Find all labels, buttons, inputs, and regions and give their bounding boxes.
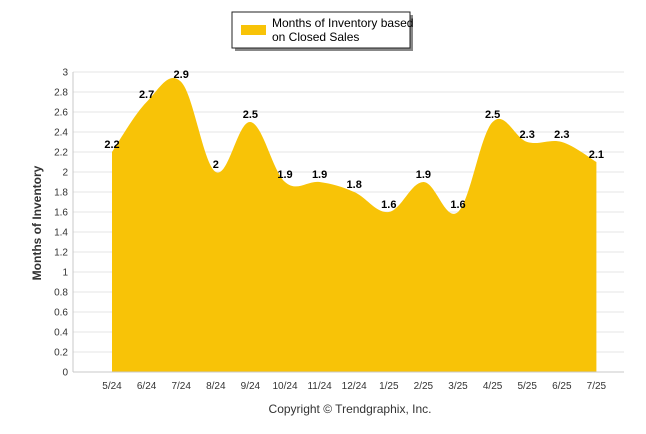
data-labels: 2.2 2.7 2.9 2 2.5 1.9 1.9 1.8 1.6 1.9 1.6 2.5 2.3 2.3…: [104, 69, 604, 211]
data-label-13: 2.3: [554, 129, 569, 141]
y-tick-label-13: 2.6: [54, 108, 68, 119]
data-label-1: 2.7: [139, 89, 154, 101]
y-tick-label-14: 2.8: [54, 88, 68, 99]
y-tick-label-6: 1.2: [54, 248, 68, 259]
y-tick-label-9: 1.8: [54, 188, 68, 199]
data-label-7: 1.8: [347, 179, 362, 191]
y-tick-label-5: 1: [62, 268, 68, 279]
x-tick-label-11: 4/25: [483, 381, 503, 392]
data-label-6: 1.9: [312, 169, 327, 181]
y-tick-label-10: 2: [62, 168, 68, 179]
data-label-4: 2.5: [243, 109, 258, 121]
y-tick-label-2: 0.4: [54, 328, 68, 339]
x-tick-label-14: 7/25: [587, 381, 607, 392]
copyright-text: Copyright © Trendgraphix, Inc.: [269, 402, 432, 416]
x-tick-label-10: 3/25: [448, 381, 468, 392]
legend-label-line-2: on Closed Sales: [272, 30, 359, 44]
data-label-11: 2.5: [485, 109, 500, 121]
y-tick-label-7: 1.4: [54, 228, 68, 239]
y-tick-label-4: 0.8: [54, 288, 68, 299]
legend: Months of Inventory based on Closed Sale…: [231, 11, 413, 51]
x-tick-label-9: 2/25: [414, 381, 434, 392]
x-tick-label-12: 5/25: [517, 381, 537, 392]
x-tick-label-1: 6/24: [137, 381, 157, 392]
data-label-3: 2: [213, 159, 219, 171]
axes: [72, 72, 624, 373]
area-series-path: [112, 77, 597, 373]
x-tick-label-0: 5/24: [102, 381, 122, 392]
data-label-9: 1.9: [416, 169, 431, 181]
y-tick-label-3: 0.6: [54, 308, 68, 319]
x-tick-label-7: 12/24: [342, 381, 367, 392]
y-tick-labels: 0 0.2 0.4 0.6 0.8 1 1.2 1.4 1.6 1.8 2 2.2 2.4 2.6 2.8 3: [54, 68, 68, 379]
x-tick-label-3: 8/24: [206, 381, 226, 392]
data-label-5: 1.9: [277, 169, 292, 181]
data-label-0: 2.2: [104, 139, 119, 151]
data-label-2: 2.9: [174, 69, 189, 81]
data-label-10: 1.6: [450, 199, 465, 211]
legend-swatch: [241, 25, 266, 35]
y-tick-label-11: 2.2: [54, 148, 68, 159]
x-tick-label-4: 9/24: [241, 381, 261, 392]
y-tick-label-1: 0.2: [54, 348, 68, 359]
data-label-14: 2.1: [589, 149, 604, 161]
data-label-12: 2.3: [520, 129, 535, 141]
x-tick-label-5: 10/24: [272, 381, 297, 392]
y-tick-label-15: 3: [62, 68, 68, 79]
area-series: [112, 77, 597, 373]
x-tick-label-13: 6/25: [552, 381, 572, 392]
y-tick-label-0: 0: [62, 368, 68, 379]
x-tick-label-6: 11/24: [307, 381, 332, 392]
y-axis-title: Months of Inventory: [30, 165, 44, 280]
data-label-8: 1.6: [381, 199, 396, 211]
x-tick-label-8: 1/25: [379, 381, 399, 392]
y-tick-label-8: 1.6: [54, 208, 68, 219]
x-tick-labels: 5/24 6/24 7/24 8/24 9/24 10/24 11/24 12/24 1/25 2…: [102, 381, 606, 392]
x-tick-label-2: 7/24: [171, 381, 191, 392]
y-tick-label-12: 2.4: [54, 128, 68, 139]
legend-label-line-1: Months of Inventory based: [272, 16, 413, 30]
